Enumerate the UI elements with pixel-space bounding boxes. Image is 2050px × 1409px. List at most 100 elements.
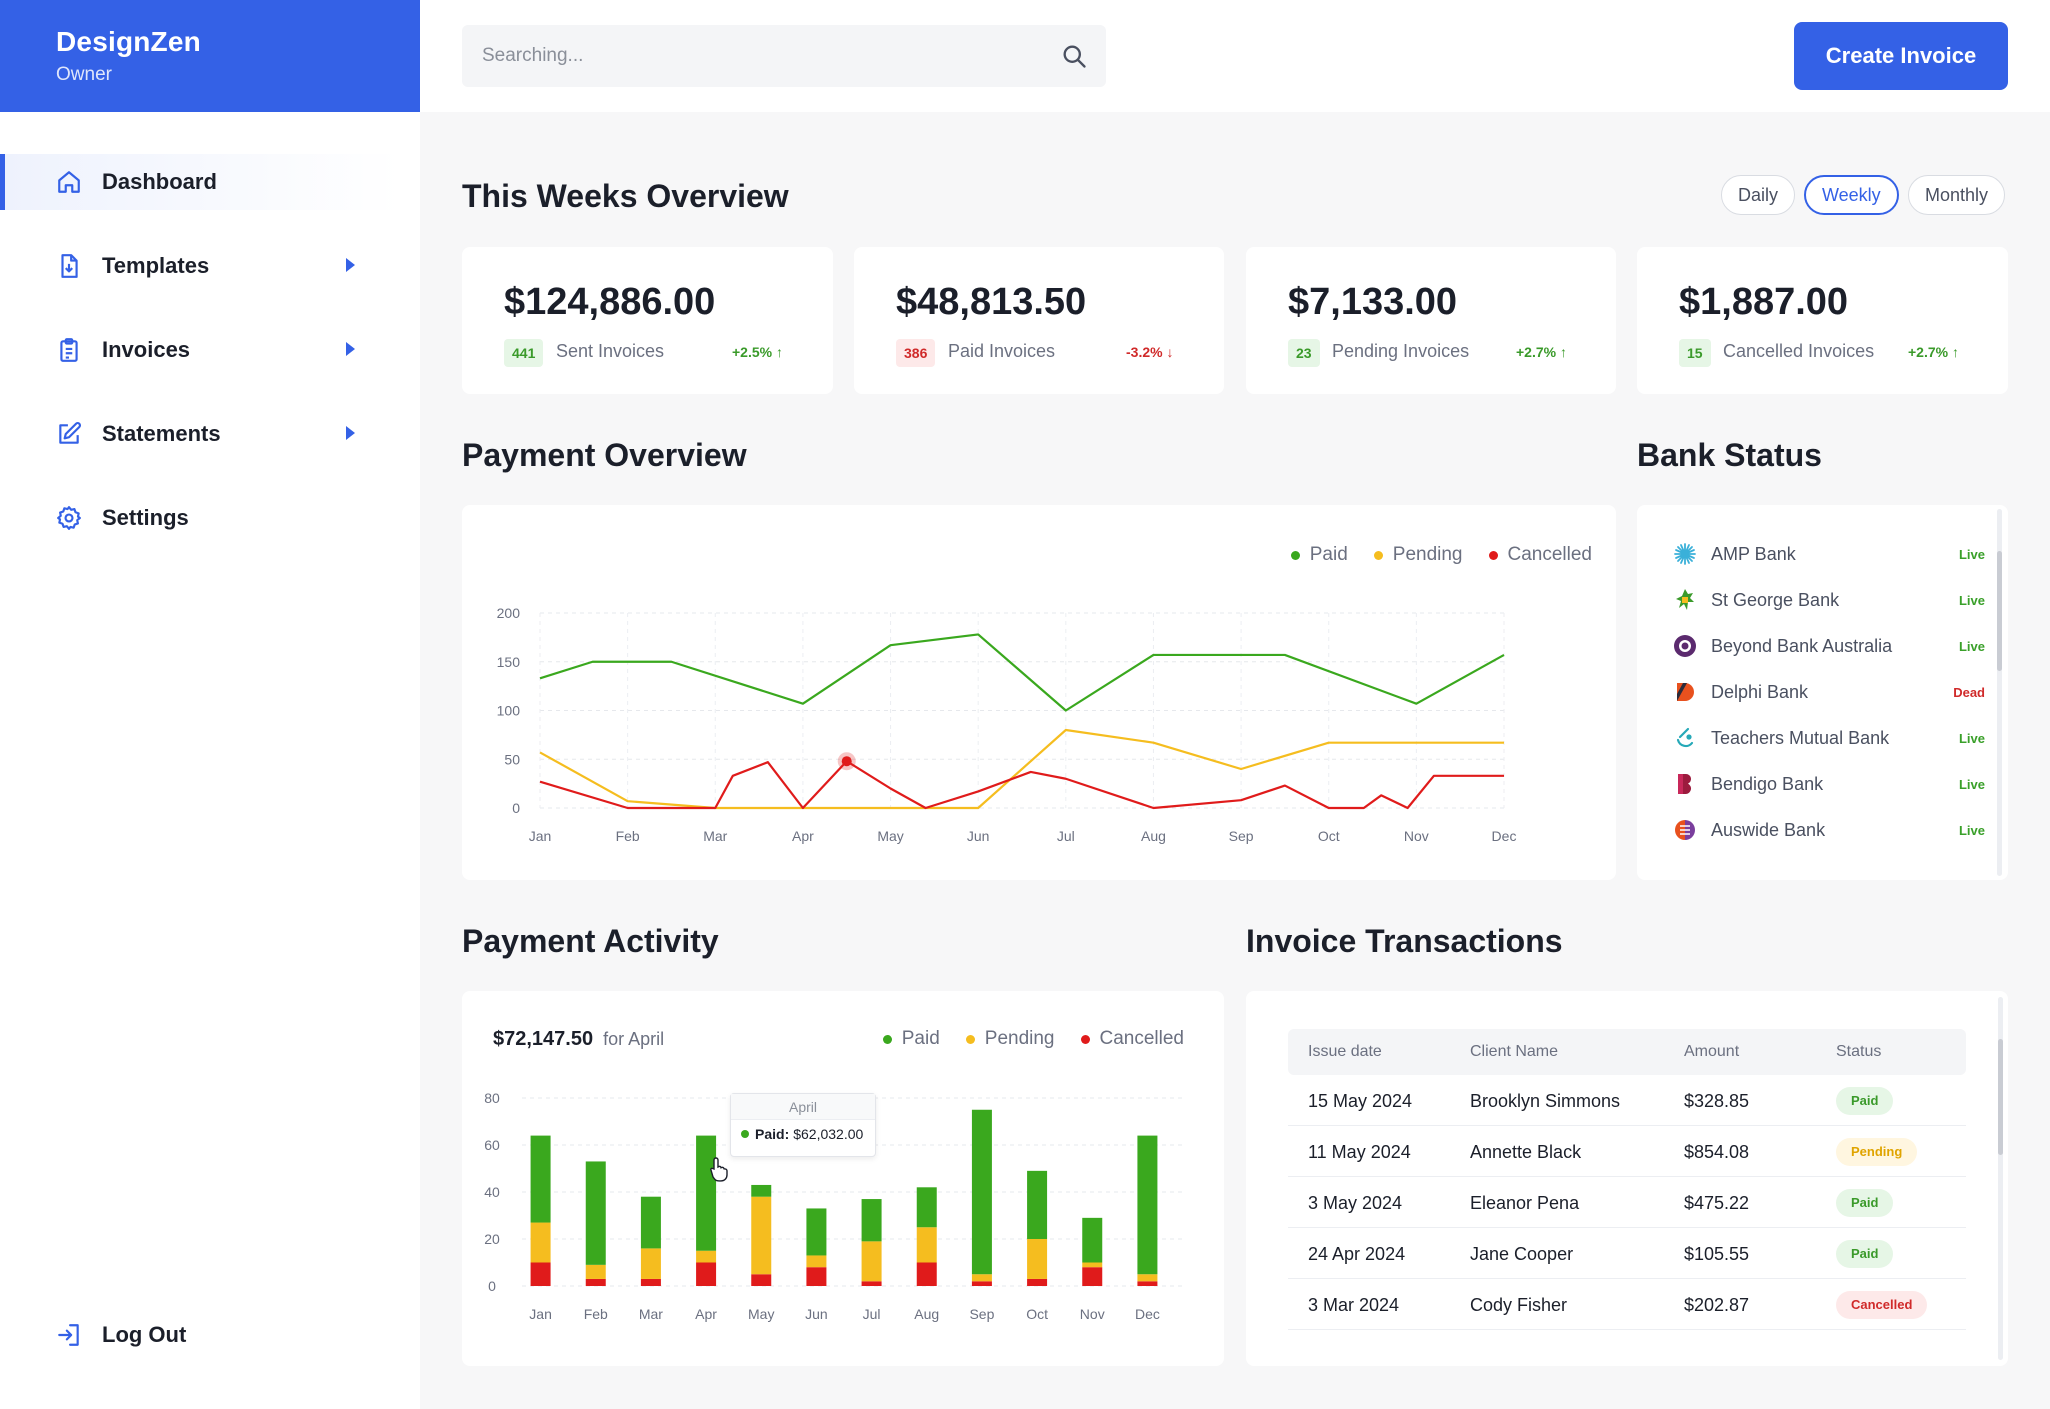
table-scrollbar[interactable]: [1998, 997, 2003, 1360]
status-badge: Paid: [1836, 1087, 1894, 1115]
bar-segment-pending: [916, 1227, 937, 1263]
st-george-bank-logo-icon: [1673, 588, 1697, 612]
legend-item-pending[interactable]: Pending: [965, 1028, 1055, 1050]
stat-amount: $124,886.00: [504, 281, 716, 323]
legend-item-paid[interactable]: Paid: [1290, 544, 1348, 566]
bar-segment-pending: [696, 1250, 717, 1263]
chart-legend: Paid Pending Cancelled: [882, 1028, 1184, 1050]
brand-header: DesignZen Owner: [0, 0, 420, 112]
table-row[interactable]: 3 Mar 2024 Cody Fisher $202.87 Cancelled: [1288, 1279, 1966, 1330]
y-tick-label: 150: [497, 654, 521, 670]
bank-row[interactable]: Auswide Bank Live: [1673, 815, 1985, 845]
legend-item-cancelled[interactable]: Cancelled: [1080, 1028, 1184, 1050]
y-tick-label: 40: [484, 1184, 500, 1200]
beyond-bank-logo-icon: [1673, 634, 1697, 658]
table-row[interactable]: 15 May 2024 Brooklyn Simmons $328.85 Pai…: [1288, 1075, 1966, 1126]
bar-segment-pending: [530, 1222, 551, 1263]
bar-segment-cancelled: [530, 1262, 551, 1286]
x-tick-label: Sep: [1229, 828, 1254, 844]
bar-segment-cancelled: [1082, 1267, 1103, 1286]
stat-count-badge: 386: [896, 339, 936, 367]
bar-segment-cancelled: [640, 1278, 661, 1286]
bar-segment-cancelled: [1137, 1281, 1158, 1286]
y-tick-label: 200: [497, 605, 521, 621]
bank-list-scroll-thumb[interactable]: [1997, 551, 2002, 671]
column-header: Issue date: [1308, 1043, 1382, 1060]
sidebar-item-templates[interactable]: Templates: [0, 238, 420, 294]
sidebar-item-statements[interactable]: Statements: [0, 406, 420, 462]
bank-list-scrollbar[interactable]: [1997, 509, 2002, 876]
x-tick-label: Aug: [1141, 828, 1166, 844]
sidebar-item-label: Settings: [102, 505, 189, 530]
x-tick-label: Apr: [792, 828, 814, 844]
series-line-paid: [539, 633, 1505, 712]
table-row[interactable]: 11 May 2024 Annette Black $854.08 Pendin…: [1288, 1126, 1966, 1177]
client-name: Annette Black: [1470, 1142, 1582, 1162]
clipboard-list-icon: [56, 337, 82, 363]
period-toggle-weekly[interactable]: Weekly: [1804, 175, 1899, 215]
column-header: Client Name: [1470, 1043, 1559, 1060]
bank-status-label: Live: [1958, 776, 1985, 792]
issue-date: 15 May 2024: [1308, 1091, 1413, 1111]
x-tick-label: May: [748, 1306, 774, 1322]
x-tick-label: Aug: [914, 1306, 939, 1322]
legend-item-cancelled[interactable]: Cancelled: [1488, 544, 1592, 566]
bank-row[interactable]: Beyond Bank Australia Live: [1673, 631, 1985, 661]
period-toggle-daily[interactable]: Daily: [1721, 175, 1796, 215]
amount: $475.22: [1684, 1193, 1750, 1213]
series-line-pending: [539, 728, 1504, 810]
caret-right-icon[interactable]: [346, 426, 355, 440]
search-box: [462, 25, 1106, 87]
bar-segment-paid: [696, 1135, 717, 1251]
sidebar-item-invoices[interactable]: Invoices: [0, 322, 420, 378]
legend-item-pending[interactable]: Pending: [1373, 544, 1463, 566]
bar-segment-paid: [585, 1161, 606, 1265]
x-tick-label: Nov: [1404, 828, 1429, 844]
amp-bank-logo-icon: [1673, 542, 1697, 566]
bar-segment-pending: [1137, 1274, 1158, 1282]
table-scroll-thumb[interactable]: [1998, 1039, 2003, 1155]
bar-segment-paid: [971, 1109, 992, 1275]
search-icon[interactable]: [1060, 42, 1088, 70]
legend-item-paid[interactable]: Paid: [882, 1028, 940, 1050]
bank-name: St George Bank: [1711, 589, 1840, 610]
bar-segment-paid: [806, 1208, 827, 1256]
stat-card-sent: $124,886.00 441 Sent Invoices +2.5% ↑: [462, 247, 833, 394]
legend-dot: [1290, 550, 1300, 560]
x-tick-label: Jun: [967, 828, 990, 844]
bar-segment-pending: [640, 1248, 661, 1279]
sidebar-item-settings[interactable]: Settings: [0, 490, 420, 546]
caret-right-icon[interactable]: [346, 342, 355, 356]
x-tick-label: Jul: [1057, 828, 1075, 844]
bank-row[interactable]: Bendigo Bank Live: [1673, 769, 1985, 799]
search-input[interactable]: [462, 25, 1022, 87]
bar-segment-paid: [751, 1184, 772, 1197]
bank-row[interactable]: Teachers Mutual Bank Live: [1673, 723, 1985, 753]
table-row[interactable]: 3 May 2024 Eleanor Pena $475.22 Paid: [1288, 1177, 1966, 1228]
amount: $854.08: [1684, 1142, 1750, 1162]
user-role: Owner: [56, 64, 112, 85]
payment-activity-bar-chart: 0 20 40 60 80 Jan Feb Mar Apr May Jun Jul Aug Sep Oct N…: [484, 1090, 1184, 1322]
bank-row[interactable]: Delphi Bank Dead: [1673, 677, 1985, 707]
bar-segment-pending: [1027, 1239, 1048, 1279]
bar-segment-paid: [1137, 1135, 1158, 1275]
stat-amount: $1,887.00: [1679, 281, 1849, 323]
logout-button[interactable]: Log Out: [56, 1322, 186, 1348]
period-toggle-monthly[interactable]: Monthly: [1908, 175, 2006, 215]
issue-date: 11 May 2024: [1308, 1142, 1411, 1162]
create-invoice-button[interactable]: Create Invoice: [1794, 22, 2008, 90]
legend-dot: [1373, 550, 1383, 560]
tooltip-month: April: [731, 1094, 875, 1120]
bar-segment-cancelled: [806, 1267, 827, 1286]
x-tick-label: Feb: [616, 828, 640, 844]
x-tick-label: Mar: [703, 828, 727, 844]
auswide-bank-logo-icon: [1673, 818, 1697, 842]
bank-row[interactable]: St George Bank Live: [1673, 585, 1985, 615]
caret-right-icon[interactable]: [346, 258, 355, 272]
table-row[interactable]: 24 Apr 2024 Jane Cooper $105.55 Paid: [1288, 1228, 1966, 1279]
bar-segment-paid: [640, 1196, 661, 1249]
sidebar-item-dashboard[interactable]: Dashboard: [0, 154, 400, 210]
brand-name: DesignZen: [56, 26, 201, 57]
bank-row[interactable]: AMP Bank Live: [1673, 539, 1985, 569]
x-tick-label: Feb: [584, 1306, 608, 1322]
